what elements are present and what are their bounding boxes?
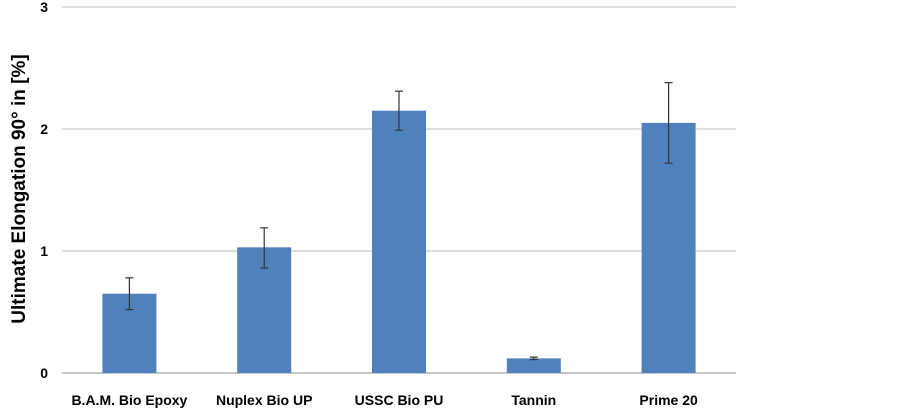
error-bars: [125, 82, 673, 361]
y-tick-label-0: 0: [40, 365, 48, 381]
x-axis-categories: B.A.M. Bio Epoxy Nuplex Bio UP USSC Bio PU…: [71, 392, 698, 408]
x-category-label-2: USSC Bio PU: [355, 392, 444, 408]
bar-2: [372, 110, 426, 373]
error-bar-4: [664, 82, 673, 164]
y-axis-ticks: 0 1 2 3: [40, 0, 48, 381]
bars: [102, 110, 696, 374]
y-tick-label-1: 1: [40, 243, 48, 259]
error-bar-0: [125, 277, 134, 311]
y-tick-label-2: 2: [40, 121, 48, 137]
x-category-label-3: Tannin: [511, 392, 556, 408]
error-bar-3: [529, 356, 538, 361]
x-category-label-0: B.A.M. Bio Epoxy: [71, 392, 187, 408]
bar-4: [641, 122, 696, 374]
error-bar-2: [395, 90, 403, 131]
x-category-label-4: Prime 20: [639, 392, 698, 408]
bar-3: [506, 358, 561, 373]
y-tick-label-3: 3: [40, 0, 48, 15]
x-category-label-1: Nuplex Bio UP: [216, 392, 312, 408]
error-bar-1: [260, 227, 269, 269]
y-axis-label: Ultimate Elongation 90° in [%]: [9, 54, 30, 323]
